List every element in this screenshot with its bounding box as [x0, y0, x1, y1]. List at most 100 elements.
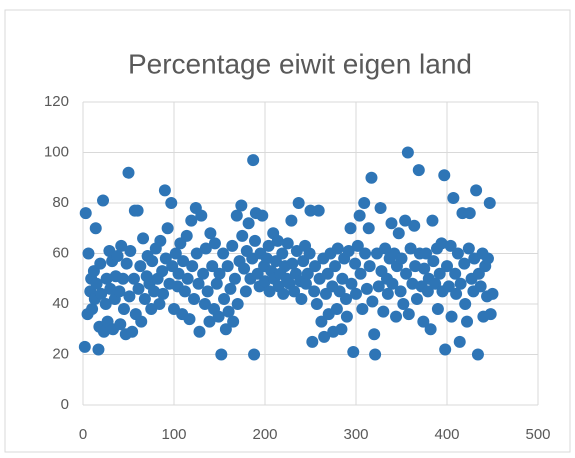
- point: [445, 310, 458, 323]
- point: [459, 298, 472, 310]
- point: [354, 267, 367, 280]
- point: [458, 257, 471, 270]
- point: [120, 257, 133, 270]
- point: [131, 204, 144, 217]
- point: [369, 348, 382, 361]
- x-tick-label: 300: [343, 426, 368, 443]
- point: [404, 242, 417, 255]
- point: [104, 282, 117, 295]
- point: [484, 308, 497, 321]
- point: [363, 260, 376, 273]
- point: [426, 214, 439, 227]
- point: [217, 247, 230, 260]
- y-tick-label: 0: [61, 396, 69, 413]
- point: [286, 257, 299, 270]
- point: [306, 335, 319, 348]
- point: [135, 315, 148, 328]
- point: [134, 260, 147, 273]
- point: [336, 272, 349, 285]
- point: [114, 318, 127, 331]
- point: [192, 277, 205, 290]
- point: [259, 275, 271, 288]
- point: [431, 303, 444, 316]
- point: [230, 209, 243, 222]
- y-tick-label: 120: [44, 93, 69, 110]
- point: [78, 340, 91, 353]
- point: [331, 242, 344, 255]
- point: [231, 298, 244, 310]
- point: [219, 323, 232, 336]
- point: [451, 247, 464, 260]
- point: [138, 292, 151, 305]
- point: [395, 252, 408, 265]
- point: [99, 298, 112, 310]
- point: [180, 229, 193, 242]
- point: [310, 298, 323, 310]
- point: [100, 272, 113, 285]
- point: [94, 257, 107, 270]
- point: [427, 255, 440, 268]
- point: [224, 282, 237, 295]
- point: [195, 209, 208, 222]
- point: [362, 222, 375, 235]
- point: [137, 232, 150, 245]
- point: [356, 303, 369, 316]
- point: [345, 277, 358, 290]
- point: [186, 260, 199, 273]
- marks: [78, 146, 499, 361]
- point: [412, 164, 425, 177]
- point: [210, 277, 223, 290]
- point: [248, 348, 261, 361]
- point: [157, 287, 170, 300]
- point: [420, 247, 433, 260]
- point: [97, 194, 110, 207]
- y-tick-label: 40: [52, 295, 69, 312]
- point: [193, 325, 206, 338]
- point: [122, 166, 135, 179]
- point: [449, 267, 462, 280]
- point: [450, 287, 463, 300]
- point: [481, 252, 494, 265]
- x-tick-label: 200: [252, 426, 277, 443]
- point: [277, 287, 290, 300]
- point: [247, 154, 260, 167]
- point: [132, 282, 145, 295]
- point: [256, 209, 269, 222]
- point: [340, 310, 353, 323]
- point: [417, 315, 430, 328]
- point: [203, 315, 216, 328]
- point: [385, 217, 398, 230]
- point: [181, 272, 194, 285]
- point: [350, 287, 362, 300]
- point: [169, 247, 182, 260]
- point: [351, 239, 364, 252]
- point: [242, 217, 255, 230]
- point: [165, 197, 178, 209]
- point: [201, 285, 214, 298]
- point: [124, 244, 137, 257]
- point: [222, 305, 235, 318]
- point: [349, 257, 362, 270]
- point: [339, 292, 352, 305]
- point: [89, 222, 102, 235]
- point: [483, 197, 496, 209]
- point: [441, 260, 453, 273]
- point: [111, 250, 124, 263]
- point: [212, 310, 225, 323]
- point: [239, 285, 252, 298]
- point: [190, 247, 203, 260]
- point: [115, 239, 128, 252]
- point: [227, 315, 240, 328]
- point: [147, 285, 160, 298]
- point: [392, 227, 405, 240]
- point: [347, 345, 360, 358]
- point: [366, 295, 379, 308]
- point: [117, 303, 130, 316]
- point: [208, 237, 221, 250]
- point: [226, 239, 239, 252]
- point: [433, 267, 446, 280]
- point: [262, 239, 275, 252]
- point: [410, 292, 423, 305]
- point: [461, 315, 474, 328]
- point: [402, 308, 415, 321]
